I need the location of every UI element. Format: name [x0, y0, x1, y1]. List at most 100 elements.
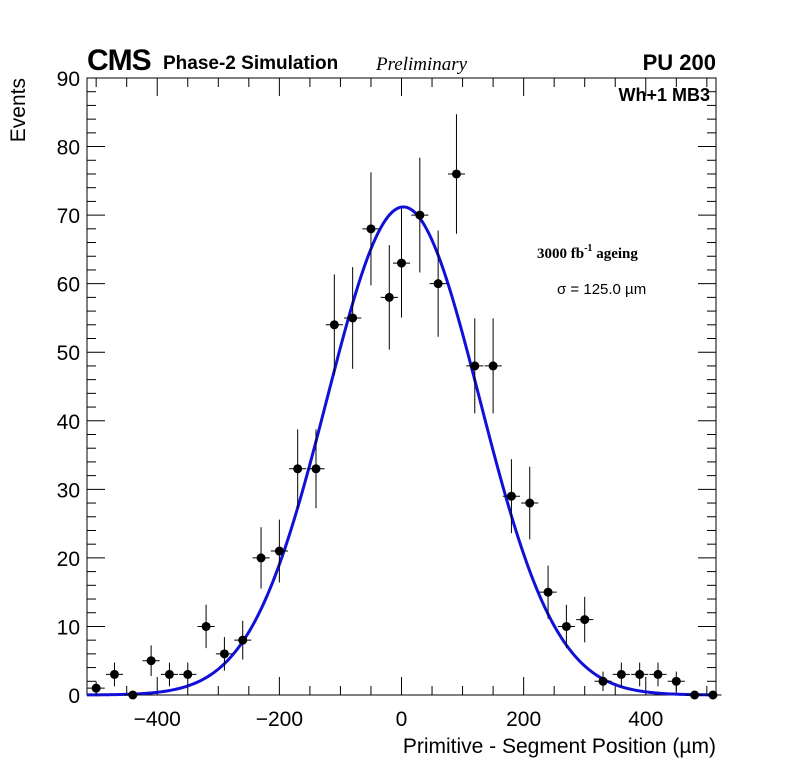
data-point [502, 459, 520, 534]
x-tick-label: −400 [134, 708, 181, 731]
y-tick-label: 10 [57, 616, 80, 639]
data-point [289, 429, 307, 509]
ageing-annotation: 3000 fb-1 ageing [537, 243, 638, 262]
data-marker [311, 464, 321, 474]
data-marker [164, 669, 174, 679]
plot-frame [86, 77, 717, 696]
data-marker [671, 676, 681, 686]
data-marker [348, 313, 358, 323]
data-point [447, 114, 466, 234]
data-marker [397, 258, 406, 268]
data-point [325, 274, 343, 376]
data-point [686, 690, 704, 700]
data-marker [598, 676, 608, 686]
data-marker [293, 464, 303, 474]
data-marker [201, 621, 211, 631]
y-tick-label: 60 [57, 274, 80, 297]
y-tick-label: 80 [57, 137, 80, 160]
data-marker [561, 621, 571, 631]
data-marker [183, 669, 193, 679]
data-marker [690, 690, 700, 700]
data-point [105, 662, 124, 687]
data-point [160, 662, 178, 687]
data-point [344, 267, 362, 369]
y-tick-label: 90 [57, 68, 80, 91]
data-point [307, 429, 325, 509]
data-point [667, 671, 685, 691]
data-point [429, 230, 447, 337]
y-tick-label: 50 [57, 342, 80, 365]
data-point [466, 318, 484, 414]
data-point [142, 645, 160, 677]
cms-label: CMS [87, 44, 151, 77]
data-marker [433, 279, 443, 289]
data-point [215, 637, 233, 671]
data-marker [543, 587, 553, 597]
y-tick-label: 40 [57, 411, 80, 434]
y-tick-label: 20 [57, 548, 80, 571]
x-axis-title: Primitive - Segment Position (µm) [403, 735, 716, 758]
data-marker [470, 361, 480, 371]
data-marker [525, 498, 535, 508]
sigma-annotation: σ = 125.0 µm [557, 281, 646, 298]
data-marker [384, 292, 394, 302]
data-point [576, 596, 594, 643]
data-point [124, 690, 142, 700]
fit-curve-group [86, 205, 715, 697]
data-point [704, 690, 722, 700]
data-point [252, 527, 270, 589]
axis-ticks: −400 −200 0 200 400 0 10 20 30 40 50 60 70 80 90 [57, 68, 716, 731]
data-marker [91, 683, 101, 693]
data-point [594, 671, 612, 691]
data-point [631, 662, 649, 687]
x-tick-label: 0 [396, 708, 408, 731]
data-point [484, 318, 502, 414]
x-tick-label: 200 [506, 708, 541, 731]
ageing-main: 3000 fb [537, 246, 584, 262]
y-axis-title: Events [7, 78, 30, 142]
data-point [380, 245, 398, 350]
y-tick-label: 30 [57, 479, 80, 502]
data-point [179, 662, 197, 687]
data-marker [708, 690, 718, 700]
data-marker [128, 690, 138, 700]
data-marker [256, 553, 266, 563]
y-tick-label: 0 [68, 685, 80, 708]
x-tick-label: −200 [256, 708, 303, 731]
preliminary-label: Preliminary [375, 54, 468, 75]
data-marker [109, 669, 119, 679]
data-marker [488, 361, 498, 371]
data-point [521, 466, 539, 540]
ageing-rest: ageing [592, 246, 638, 262]
data-point [197, 604, 215, 649]
data-marker [219, 649, 229, 659]
pileup-label: PU 200 [643, 50, 716, 75]
data-point [411, 157, 429, 273]
data-point [612, 662, 630, 687]
data-marker [653, 669, 663, 679]
simulation-label: Phase-2 Simulation [163, 53, 338, 74]
data-marker [506, 491, 516, 501]
data-point [539, 565, 557, 619]
data-point [392, 208, 411, 318]
data-marker [415, 210, 425, 220]
y-tick-label: 70 [57, 205, 80, 228]
data-point [270, 519, 288, 583]
data-point [87, 681, 105, 695]
data-marker [238, 635, 248, 645]
station-label: Wh+1 MB3 [618, 85, 710, 105]
data-marker [580, 615, 590, 625]
data-point [362, 172, 380, 286]
ageing-sup: -1 [584, 243, 592, 254]
data-points [87, 114, 722, 700]
data-marker [366, 224, 376, 234]
fit-curve [86, 205, 715, 697]
x-tick-label: 400 [628, 708, 663, 731]
data-marker [616, 669, 626, 679]
data-marker [451, 169, 461, 179]
data-marker [274, 546, 284, 556]
data-point [557, 604, 575, 649]
data-marker [329, 320, 339, 330]
data-marker [146, 656, 156, 666]
